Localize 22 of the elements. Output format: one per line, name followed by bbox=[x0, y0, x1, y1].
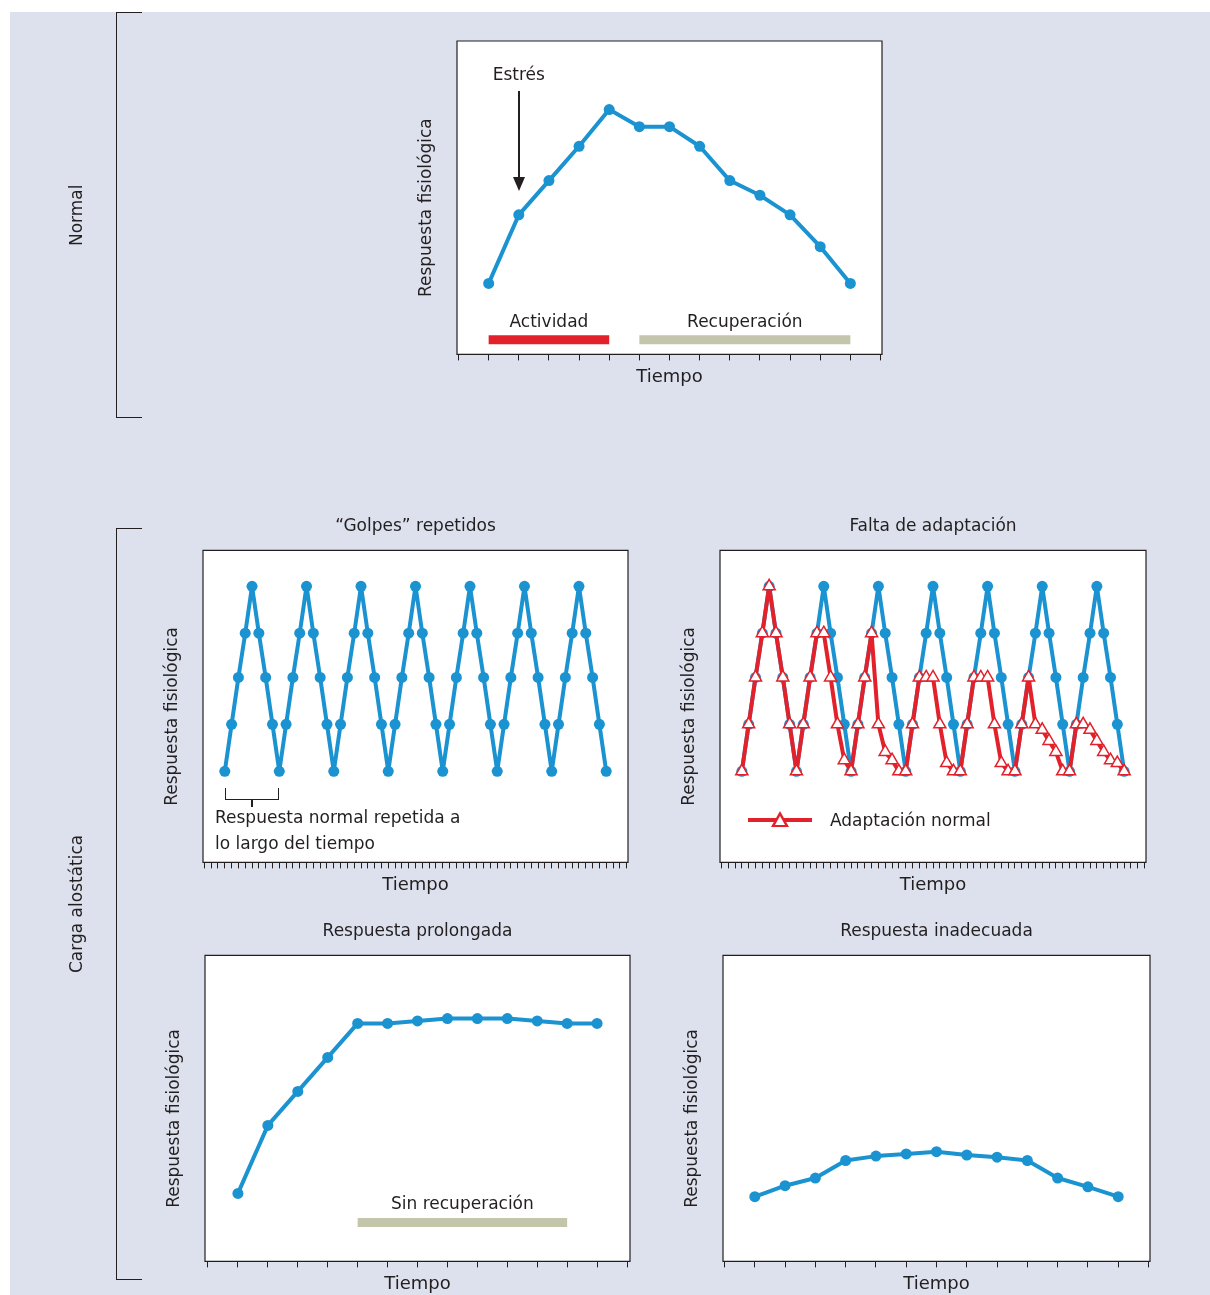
y-axis-title: Respuesta fisiológica bbox=[161, 626, 182, 806]
chart-title: “Golpes” repetidos bbox=[335, 514, 496, 535]
x-axis-title: Tiempo bbox=[381, 872, 449, 894]
y-axis-title: Respuesta fisiológica bbox=[681, 1028, 702, 1208]
text: Normal bbox=[66, 183, 86, 248]
chart-title: Respuesta inadecuada bbox=[840, 919, 1033, 940]
chart-title: Falta de adaptación bbox=[849, 514, 1017, 535]
x-axis-title: Tiempo bbox=[635, 364, 703, 386]
series-label: Recuperación bbox=[687, 310, 803, 331]
text: Carga alostática bbox=[66, 833, 86, 976]
chart-title: Respuesta prolongada bbox=[322, 919, 513, 940]
y-axis-title: Respuesta fisiológica bbox=[415, 118, 436, 298]
x-axis-title: Tiempo bbox=[902, 1271, 970, 1293]
annotation: Respuesta normal repetida a lo largo del tiempo bbox=[215, 806, 462, 856]
y-axis-title: Respuesta fisiológica bbox=[163, 1028, 184, 1208]
x-axis-title: Tiempo bbox=[898, 872, 967, 894]
text: Estrés bbox=[491, 63, 546, 86]
x-axis-title: Tiempo bbox=[383, 1271, 451, 1293]
series-label: Sin recuperación bbox=[391, 1193, 534, 1214]
legend-label: Adaptación normal bbox=[830, 809, 991, 833]
series-label: Actividad bbox=[509, 310, 589, 331]
y-axis-title: Respuesta fisiológica bbox=[678, 626, 699, 806]
